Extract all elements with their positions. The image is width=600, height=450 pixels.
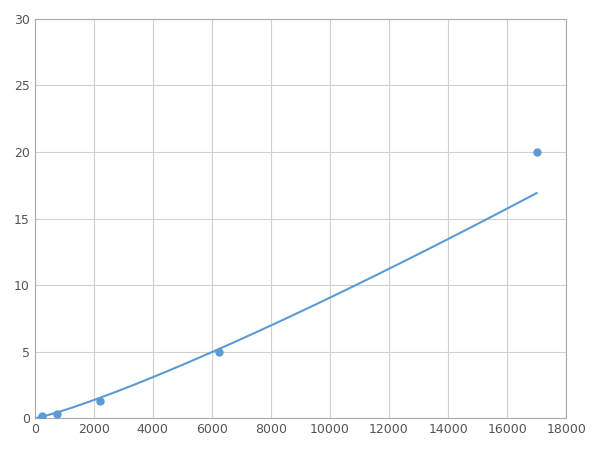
- Point: [95, 397, 104, 405]
- Point: [37, 413, 47, 420]
- Point: [214, 348, 224, 356]
- Point: [532, 148, 541, 156]
- Point: [52, 410, 62, 417]
